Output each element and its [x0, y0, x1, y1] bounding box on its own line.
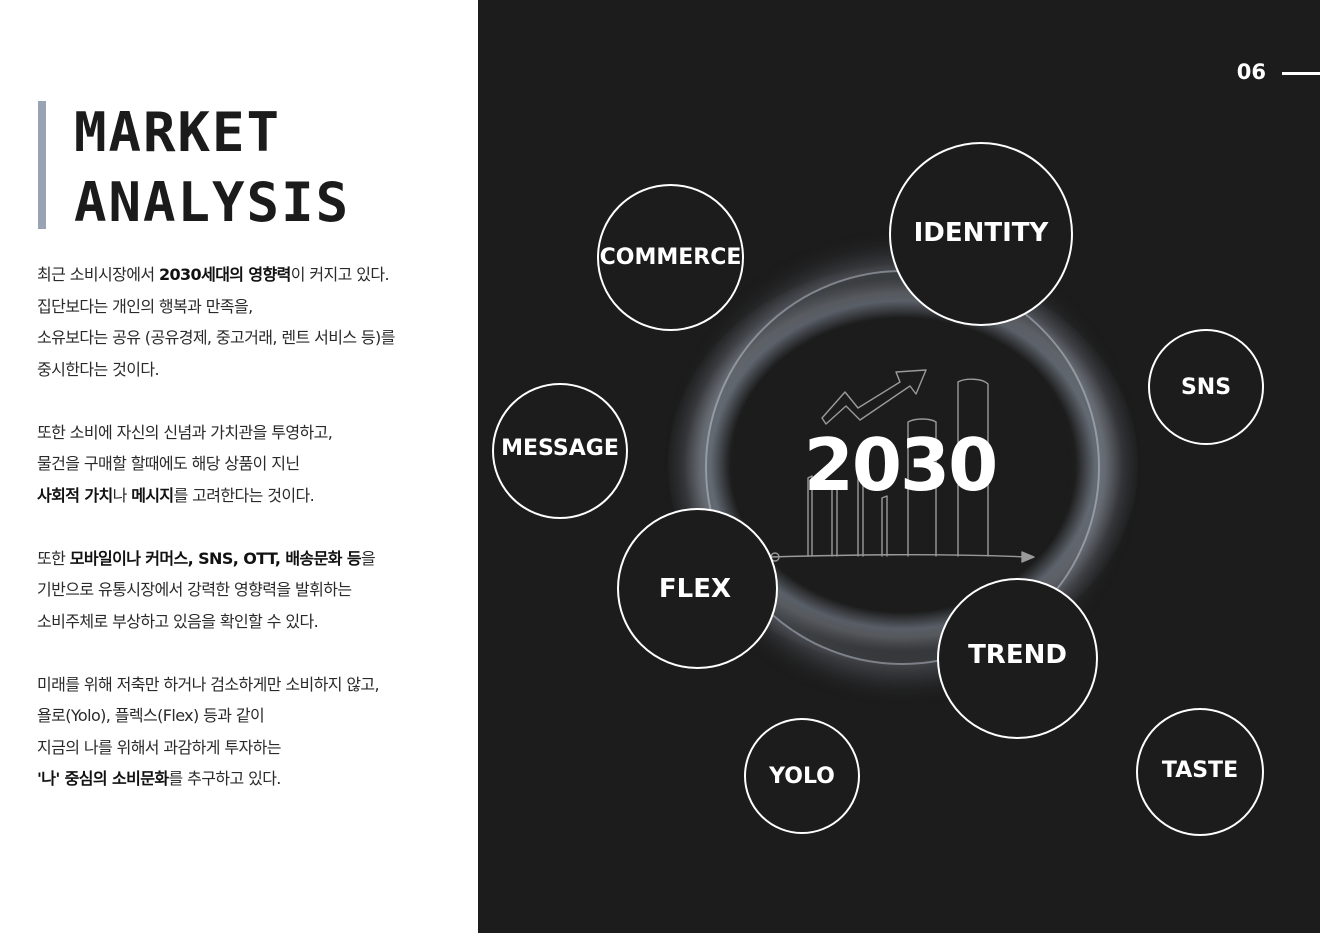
- body-text: 최근 소비시장에서 2030세대의 영향력이 커지고 있다. 집단보다는 개인의 …: [37, 259, 457, 826]
- bubble-sns-label: SNS: [1180, 374, 1232, 400]
- bubble-commerce: COMMERCE: [597, 184, 744, 331]
- body-segment: 물건을 구매할 할때에도 해당 상품이 지닌: [37, 454, 300, 473]
- paragraph: 미래를 위해 저축만 하거나 검소하게만 소비하지 않고, 욜로(Yolo), 플…: [37, 669, 457, 795]
- left-panel: MARKET ANALYSIS 최근 소비시장에서 2030세대의 영향력이 커…: [0, 0, 478, 933]
- bubble-flex-label: FLEX: [658, 573, 732, 604]
- paragraph-line: 소유보다는 공유 (공유경제, 중고거래, 렌트 서비스 등)를: [37, 322, 457, 354]
- body-segment: 중시한다는 것이다.: [37, 359, 160, 379]
- body-segment: 이 커지고 있다.: [290, 265, 390, 284]
- emphasis-text: 메시지: [131, 485, 174, 505]
- title-accent-bar: [38, 101, 46, 229]
- body-segment: 지금의 나를 위해서 과감하게 투자하는: [37, 737, 281, 757]
- paragraph: 최근 소비시장에서 2030세대의 영향력이 커지고 있다. 집단보다는 개인의 …: [37, 259, 457, 385]
- paragraph-line: 욜로(Yolo), 플렉스(Flex) 등과 같이: [37, 700, 457, 732]
- bubble-taste: TASTE: [1136, 708, 1264, 836]
- title-line-1: MARKET: [74, 101, 282, 164]
- paragraph-line: 집단보다는 개인의 행복과 만족을,: [37, 291, 457, 323]
- title-line-2: ANALYSIS: [74, 171, 351, 234]
- paragraph-line: 중시한다는 것이다.: [37, 354, 457, 386]
- body-segment: 를 추구하고 있다.: [168, 769, 282, 788]
- paragraph-line: 기반으로 유통시장에서 강력한 영향력을 발휘하는: [37, 574, 457, 606]
- bubble-taste-label: TASTE: [1161, 757, 1239, 783]
- bubble-trend: TREND: [937, 578, 1098, 739]
- paragraph-line: 물건을 구매할 할때에도 해당 상품이 지닌: [37, 448, 457, 480]
- body-segment: 소유보다는 공유 (공유경제, 중고거래, 렌트 서비스 등)를: [37, 328, 395, 347]
- paragraph-line: '나' 중심의 소비문화를 추구하고 있다.: [37, 763, 457, 795]
- body-segment: 또한: [37, 548, 70, 568]
- bubble-commerce-label: COMMERCE: [599, 245, 742, 270]
- page-number: 06: [1236, 60, 1266, 84]
- emphasis-text: '나' 중심의 소비문화: [37, 769, 169, 788]
- bubble-sns: SNS: [1148, 329, 1264, 445]
- bubble-message: MESSAGE: [492, 383, 628, 519]
- paragraph-line: 지금의 나를 위해서 과감하게 투자하는: [37, 732, 457, 764]
- bubble-yolo: YOLO: [744, 718, 860, 834]
- emphasis-text: 모바일이나 커머스, SNS, OTT, 배송문화 등: [69, 548, 362, 568]
- center-label: 2030: [803, 423, 998, 507]
- paragraph-line: 또한 모바일이나 커머스, SNS, OTT, 배송문화 등을: [37, 543, 457, 575]
- paragraph-line: 미래를 위해 저축만 하거나 검소하게만 소비하지 않고,: [37, 669, 457, 701]
- page-title: MARKET ANALYSIS: [74, 98, 350, 238]
- bubble-identity-label: IDENTITY: [913, 217, 1049, 248]
- bubble-message-label: MESSAGE: [501, 435, 619, 461]
- body-segment: 욜로(Yolo), 플렉스(Flex) 등과 같이: [37, 706, 265, 725]
- body-segment: 나: [112, 485, 132, 505]
- body-segment: 집단보다는 개인의 행복과 만족을,: [37, 296, 253, 316]
- body-segment: 을: [360, 548, 376, 568]
- paragraph-line: 최근 소비시장에서 2030세대의 영향력이 커지고 있다.: [37, 259, 457, 291]
- paragraph-line: 소비주체로 부상하고 있음을 확인할 수 있다.: [37, 606, 457, 638]
- bubble-identity: IDENTITY: [889, 142, 1073, 326]
- paragraph-line: 또한 소비에 자신의 신념과 가치관을 투영하고,: [37, 417, 457, 449]
- body-segment: 소비주체로 부상하고 있음을 확인할 수 있다.: [37, 611, 319, 631]
- body-segment: 기반으로 유통시장에서 강력한 영향력을 발휘하는: [37, 580, 352, 599]
- page-number-line: [1282, 72, 1320, 75]
- bubble-yolo-label: YOLO: [769, 763, 835, 789]
- emphasis-text: 2030세대의 영향력: [158, 265, 291, 284]
- body-segment: 를 고려한다는 것이다.: [173, 485, 315, 505]
- bubble-flex: FLEX: [617, 508, 778, 669]
- paragraph: 또한 소비에 자신의 신념과 가치관을 투영하고, 물건을 구매할 할때에도 해당…: [37, 417, 457, 512]
- emphasis-text: 사회적 가치: [37, 485, 113, 505]
- body-segment: 또한 소비에 자신의 신념과 가치관을 투영하고,: [37, 422, 333, 442]
- bubble-trend-label: TREND: [968, 639, 1067, 670]
- paragraph-line: 사회적 가치나 메시지를 고려한다는 것이다.: [37, 480, 457, 512]
- body-segment: 미래를 위해 저축만 하거나 검소하게만 소비하지 않고,: [37, 674, 380, 694]
- body-segment: 최근 소비시장에서: [37, 265, 159, 284]
- rising-bar-chart-sketch-icon: [769, 369, 1035, 563]
